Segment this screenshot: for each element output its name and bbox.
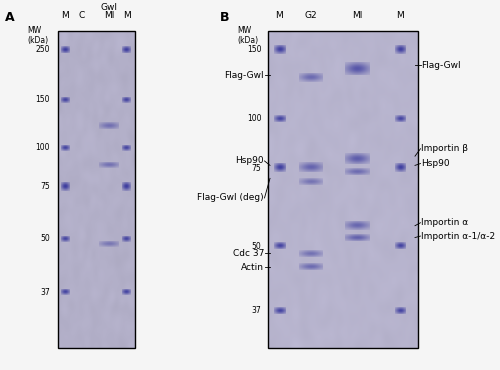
Text: Importin α-1/α-2: Importin α-1/α-2 [421,232,495,240]
Text: MI: MI [104,11,114,20]
Bar [58,31,135,348]
Text: Cdc 37: Cdc 37 [232,249,264,258]
Text: M: M [396,11,404,20]
Text: A: A [5,11,15,24]
Text: 75: 75 [40,182,50,191]
Text: M: M [61,11,69,20]
Text: C: C [78,11,84,20]
Text: Flag-Gwl (deg): Flag-Gwl (deg) [198,194,264,202]
Text: 37: 37 [40,288,50,297]
Text: Hsp90: Hsp90 [421,159,450,168]
Text: B: B [220,11,230,24]
Text: MW
(kDa): MW (kDa) [238,26,258,45]
Text: Importin β: Importin β [421,144,468,153]
Text: Flag-Gwl: Flag-Gwl [421,61,461,70]
Text: 50: 50 [252,242,262,250]
Text: 100: 100 [36,144,50,152]
Text: 100: 100 [247,114,262,123]
Text: M: M [122,11,130,20]
Text: 37: 37 [252,306,262,315]
Text: Flag-Gwl: Flag-Gwl [224,71,264,80]
Bar [268,31,418,348]
Text: 150: 150 [36,95,50,104]
Text: 50: 50 [40,234,50,243]
Text: MI: MI [352,11,362,20]
Text: 75: 75 [252,164,262,173]
Text: MW
(kDa): MW (kDa) [28,26,48,45]
Text: Hsp90: Hsp90 [236,157,264,165]
Text: Importin α: Importin α [421,218,468,227]
Text: 250: 250 [36,46,50,54]
Text: Gwl: Gwl [100,3,117,12]
Text: M: M [275,11,283,20]
Text: 150: 150 [247,46,262,54]
Text: Actin: Actin [241,263,264,272]
Text: G2: G2 [304,11,318,20]
